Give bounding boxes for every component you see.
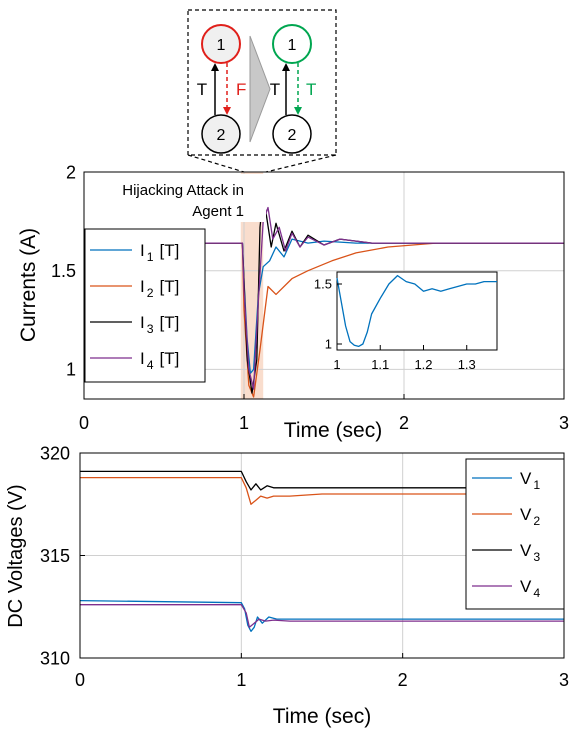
after-down-label: T bbox=[306, 80, 316, 99]
currents-series-4-line bbox=[84, 206, 564, 390]
voltages-legend-box bbox=[465, 458, 565, 610]
voltages-series-2-line bbox=[80, 476, 564, 505]
after-true-arrowhead-up bbox=[282, 63, 290, 71]
before-node-2 bbox=[201, 114, 241, 154]
before-false-arrowhead bbox=[223, 107, 231, 115]
currents-series bbox=[84, 195, 564, 398]
voltages-x-label: Time (sec) bbox=[273, 705, 371, 728]
currents-y-tick-label-0: 1 bbox=[66, 360, 76, 380]
before-true-arrowhead bbox=[211, 63, 219, 71]
inset-series bbox=[336, 274, 497, 348]
currents-legend-label-2: I 2 [T] bbox=[140, 277, 179, 300]
voltages-y-tick-label-1: 315 bbox=[40, 546, 70, 566]
attack-annotation-line1: Hijacking Attack in bbox=[122, 182, 244, 199]
after-node-1-label: 1 bbox=[288, 37, 297, 54]
currents-x-tick-label-0: 0 bbox=[79, 413, 89, 433]
currents-x-tick-label-2: 2 bbox=[399, 413, 409, 433]
currents-axes-frame bbox=[83, 171, 565, 400]
after-node-2 bbox=[272, 114, 312, 154]
currents-legend-label-4: I 4 [T] bbox=[140, 349, 179, 372]
inset-x-tick-label-3: 1.3 bbox=[458, 357, 476, 372]
currents-legend-label-3: I 3 [T] bbox=[140, 313, 179, 336]
currents-legend-box bbox=[84, 228, 206, 383]
voltages-x-tick-label-3: 3 bbox=[559, 670, 569, 690]
currents-y-ticks: 11.52 bbox=[51, 162, 89, 380]
inset-x-tick-label-1: 1.1 bbox=[371, 357, 389, 372]
currents-y-label: Currents (A) bbox=[17, 228, 40, 342]
voltages-chart: 310 315 320 0 1 2 3 DC Voltages (V) Time (sec… bbox=[5, 443, 569, 728]
voltages-legend: V 1 V 2 V 3 V 4 bbox=[465, 458, 565, 610]
inset-x-tick-label-2: 1.2 bbox=[414, 357, 432, 372]
attack-annotation-line2: Agent 1 bbox=[192, 203, 244, 220]
voltages-series-4-line bbox=[80, 604, 564, 628]
voltages-x-tick-label-1: 1 bbox=[236, 670, 246, 690]
voltages-series-3-line bbox=[80, 470, 564, 491]
before-false-label: F bbox=[236, 80, 246, 99]
currents-y-tick-label-1: 1.5 bbox=[51, 261, 76, 281]
voltages-y-label: DC Voltages (V) bbox=[5, 484, 27, 627]
currents-x-label: Time (sec) bbox=[284, 419, 382, 442]
currents-x-ticks: 0 1 2 3 bbox=[79, 394, 569, 433]
inset-y-tick-label-0: 1 bbox=[325, 337, 332, 352]
after-up-label: T bbox=[270, 80, 280, 99]
voltages-x-tick-label-0: 0 bbox=[75, 670, 85, 690]
inset-series-1-line bbox=[336, 274, 497, 348]
voltages-y-tick-label-2: 320 bbox=[40, 443, 70, 463]
currents-legend-label-1: I 1 [T] bbox=[140, 241, 179, 264]
after-node-2-label: 2 bbox=[288, 127, 297, 144]
voltages-series bbox=[79, 470, 564, 632]
voltages-y-ticks: 310 315 320 bbox=[40, 443, 85, 668]
before-node-1-label: 1 bbox=[217, 37, 226, 54]
voltages-y-tick-label-0: 310 bbox=[40, 648, 70, 668]
inset-ticks: 1 1.1 1.2 1.3 1 1.5 bbox=[314, 277, 476, 372]
currents-x-tick-label-3: 3 bbox=[559, 413, 569, 433]
inset-x-tick-label-0: 1 bbox=[333, 357, 340, 372]
voltages-x-tick-label-2: 2 bbox=[398, 670, 408, 690]
after-node-1 bbox=[272, 24, 312, 64]
voltages-x-ticks: 0 1 2 3 bbox=[75, 653, 569, 690]
currents-x-tick-label-1: 1 bbox=[239, 413, 249, 433]
zoom-inset: 1 1.1 1.2 1.3 1 1.5 bbox=[314, 271, 498, 372]
attack-schematic: 1 2 T F 1 2 T T bbox=[187, 9, 337, 173]
currents-y-tick-label-2: 2 bbox=[66, 162, 76, 182]
before-node-2-label: 2 bbox=[217, 127, 226, 144]
attack-annotation-box bbox=[98, 174, 266, 222]
before-true-label: T bbox=[197, 80, 207, 99]
after-true-arrowhead-down bbox=[294, 107, 302, 115]
currents-legend: I 1 [T] I 2 [T] I 3 [T] I 4 [T] bbox=[84, 228, 206, 383]
callout-line-right bbox=[265, 154, 337, 173]
inset-y-tick-label-1: 1.5 bbox=[314, 277, 332, 292]
transition-arrow bbox=[249, 35, 271, 143]
before-node-1 bbox=[201, 24, 241, 64]
callout-line-left bbox=[187, 154, 245, 173]
